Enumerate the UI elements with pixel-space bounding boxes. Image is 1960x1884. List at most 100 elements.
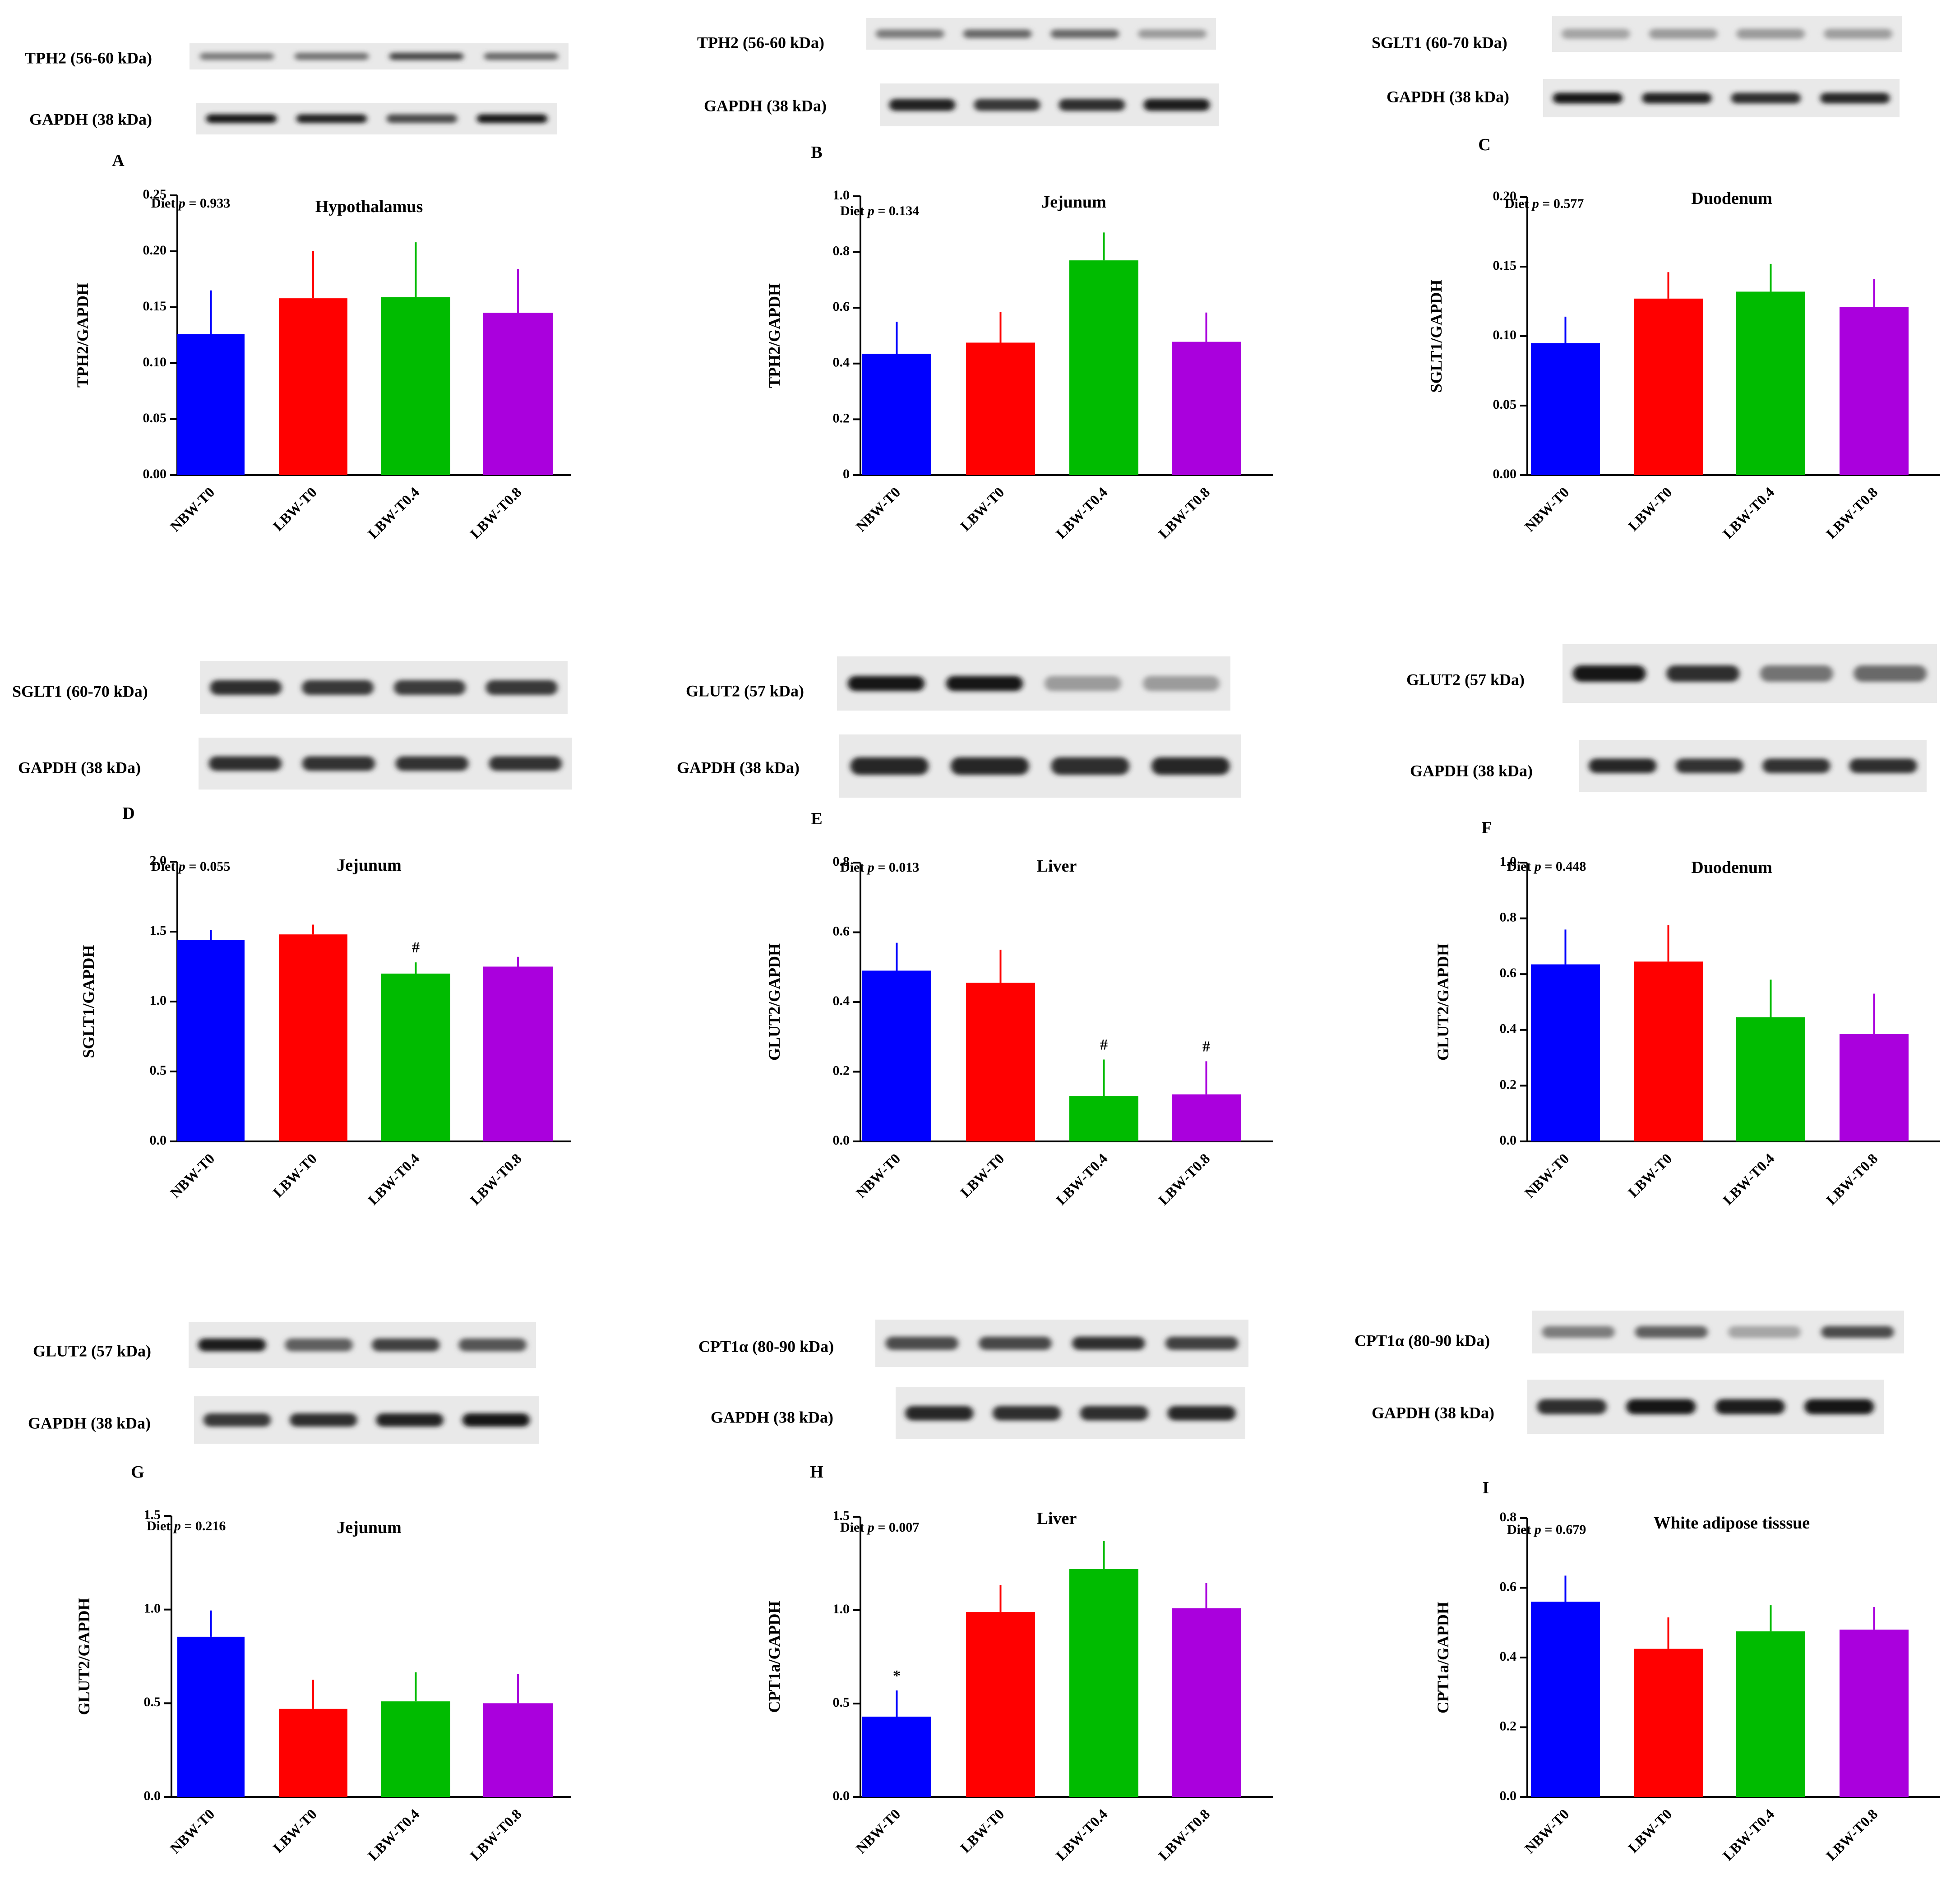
y-tick-label: 0.20 xyxy=(1493,189,1517,203)
blot-band xyxy=(1736,28,1805,39)
y-axis-label: SGLT1/GAPDH xyxy=(1427,280,1445,393)
diet-p-value: Diet p = 0.679 xyxy=(1507,1522,1586,1537)
diet-prefix: Diet xyxy=(151,859,179,874)
chart-title: Jejunum xyxy=(1041,193,1106,212)
diet-prefix: Diet xyxy=(1507,1522,1535,1537)
diet-p: p xyxy=(866,860,874,875)
y-tick-label: 0.5 xyxy=(833,1695,850,1710)
blot-band xyxy=(1080,1406,1148,1421)
x-category-label: NBW-T0 xyxy=(1521,484,1572,535)
blot-band xyxy=(387,114,457,123)
panel-c: SGLT1 (60-70 kDa) GAPDH (38 kDa) C 0.00 0.05… xyxy=(1372,16,1940,542)
x-category-label: LBW-T0.8 xyxy=(467,484,525,541)
bar-lbw-t0 xyxy=(966,1612,1035,1797)
chart-title: Liver xyxy=(1037,1509,1077,1528)
y-tick-label: 0.0 xyxy=(833,1133,850,1148)
diet-p-value: Diet p = 0.007 xyxy=(840,1520,919,1535)
x-category-label: LBW-T0 xyxy=(270,1150,320,1200)
blot-i-2: GAPDH (38 kDa) xyxy=(1372,1380,1884,1434)
blot-label: GLUT2 (57 kDa) xyxy=(33,1342,151,1360)
y-tick-label: 0.5 xyxy=(150,1063,167,1078)
chart-title: Jejunum xyxy=(337,1518,402,1537)
blot-band xyxy=(203,1413,271,1427)
x-category-label: LBW-T0 xyxy=(1625,1806,1675,1856)
blot-band xyxy=(1626,1399,1696,1414)
x-category-label: LBW-T0 xyxy=(957,484,1007,534)
blot-band xyxy=(1731,92,1801,104)
y-axis-label: GLUT2/GAPDH xyxy=(1434,943,1452,1061)
blot-band xyxy=(1635,1326,1708,1338)
blot-label: TPH2 (56-60 kDa) xyxy=(25,49,152,67)
blot-e-2: GAPDH (38 kDa) xyxy=(677,734,1241,798)
y-axis-label: SGLT1/GAPDH xyxy=(79,945,97,1058)
panel-g: GLUT2 (57 kDa) GAPDH (38 kDa) G 0.0 0.5 1.0 1.… xyxy=(28,1322,571,1864)
x-category-label: NBW-T0 xyxy=(167,1806,218,1856)
bar-lbw-t04 xyxy=(1069,1096,1138,1141)
x-category-label: NBW-T0 xyxy=(1521,1150,1572,1201)
x-category-label: LBW-T0.8 xyxy=(1155,1150,1213,1208)
bar-nbw-t0 xyxy=(1531,343,1600,475)
bar-nbw-t0 xyxy=(862,354,931,475)
diet-prefix: Diet xyxy=(840,203,868,218)
y-tick-label: 0.15 xyxy=(143,299,167,314)
blot-band xyxy=(389,52,463,60)
y-axis-label: TPH2/GAPDH xyxy=(74,283,92,388)
diet-p: p xyxy=(177,859,185,874)
panel-i: CPT1α (80-90 kDa)GAPDH (38 kDa)I0.00.20.… xyxy=(1354,1311,1940,1864)
blot-band xyxy=(1849,758,1917,773)
blot-g-2: GAPDH (38 kDa) xyxy=(28,1396,539,1444)
blot-label: GAPDH (38 kDa) xyxy=(1372,1404,1494,1422)
diet-value: = 0.933 xyxy=(185,196,231,211)
blot-band xyxy=(1142,676,1220,691)
bar-lbw-t08 xyxy=(483,1703,553,1797)
diet-value: = 0.055 xyxy=(185,859,231,874)
blot-band xyxy=(302,680,374,695)
blot-band xyxy=(850,757,929,775)
blot-band xyxy=(1167,1406,1236,1421)
blot-band xyxy=(485,680,558,695)
blot-band xyxy=(963,29,1032,38)
blot-g-1: GLUT2 (57 kDa) xyxy=(33,1322,536,1368)
y-tick-label: 0.4 xyxy=(833,355,850,370)
x-category-label: LBW-T0.4 xyxy=(1053,1150,1110,1208)
bar-lbw-t0 xyxy=(279,298,347,475)
bar-lbw-t0 xyxy=(966,983,1035,1141)
blot-label: GAPDH (38 kDa) xyxy=(18,758,141,776)
bar-chart-b: 0 0.2 0.4 0.6 0.8 1.0 TPH2/GAPDH Diet p = 0.134… xyxy=(765,188,1273,542)
blot-label: GAPDH (38 kDa) xyxy=(28,1414,151,1432)
panel-letter: B xyxy=(811,143,822,162)
blot-band xyxy=(1059,99,1125,111)
x-category-label: LBW-T0 xyxy=(270,1806,320,1856)
blot-e-1: GLUT2 (57 kDa) xyxy=(686,656,1230,711)
blot-label: SGLT1 (60-70 kDa) xyxy=(1372,33,1507,51)
diet-p-value: Diet p = 0.216 xyxy=(147,1519,226,1533)
blot-label: TPH2 (56-60 kDa) xyxy=(697,33,824,51)
blot-band xyxy=(393,680,466,695)
chart-title: Hypothalamus xyxy=(315,197,423,216)
diet-value: = 0.134 xyxy=(874,203,920,218)
blot-label: CPT1α (80-90 kDa) xyxy=(1354,1331,1490,1349)
bar-nbw-t0 xyxy=(177,334,245,475)
diet-p: p xyxy=(177,196,185,211)
blot-label: GAPDH (38 kDa) xyxy=(704,97,827,115)
x-category-label: LBW-T0.8 xyxy=(1155,1806,1213,1863)
blot-f-2: GAPDH (38 kDa) xyxy=(1410,740,1927,792)
y-tick-label: 0.2 xyxy=(1500,1077,1517,1092)
panel-a: TPH2 (56-60 kDa)GAPDH (38 kDa)A0.000.050… xyxy=(25,43,571,542)
bar-lbw-t0 xyxy=(966,342,1035,475)
blot-band xyxy=(1804,1399,1874,1414)
blot-b-1: TPH2 (56-60 kDa) xyxy=(697,18,1216,51)
bar-lbw-t0 xyxy=(1634,1648,1703,1797)
blot-band xyxy=(1821,1326,1894,1338)
y-tick-label: 0.15 xyxy=(1493,258,1517,273)
blot-band xyxy=(1562,28,1630,39)
significance-mark: # xyxy=(412,939,420,956)
blot-band xyxy=(1762,758,1831,773)
bar-chart-c: 0.00 0.05 0.10 0.15 0.20 SGLT1/GAPDH Diet p = … xyxy=(1427,189,1940,542)
blot-label: GAPDH (38 kDa) xyxy=(1387,88,1509,106)
blot-band xyxy=(974,99,1040,111)
blot-band xyxy=(1537,1399,1607,1414)
panel-letter: I xyxy=(1483,1478,1489,1497)
blot-band xyxy=(1820,92,1890,104)
y-tick-label: 2.0 xyxy=(150,853,167,868)
